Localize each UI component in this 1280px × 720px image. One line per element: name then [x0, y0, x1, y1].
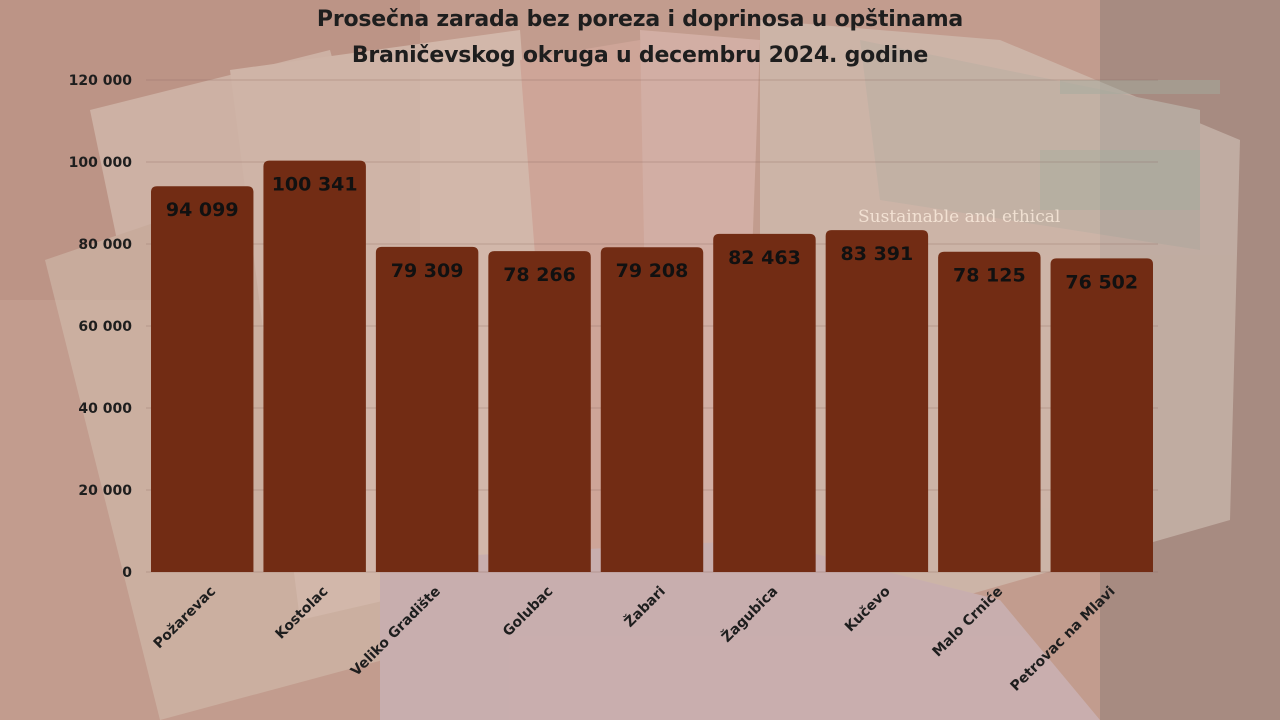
x-axis-category-labels: Požarevac Kostolac Veliko Gradište Golubac Ž… — [151, 583, 1119, 695]
bar-value-label: 83 391 — [841, 243, 914, 265]
x-category-label: Golubac — [500, 584, 556, 640]
bar-3 — [488, 251, 591, 572]
x-category-label: Žabari — [621, 583, 669, 631]
x-category-label: Kučevo — [842, 583, 894, 635]
bar-2 — [375, 246, 479, 572]
bar-1 — [263, 160, 366, 572]
bar-value-label: 78 125 — [953, 265, 1026, 287]
bar-5 — [713, 233, 816, 572]
bar-7 — [938, 251, 1041, 572]
x-category-label: Veliko Gradište — [348, 584, 444, 680]
chart-title-line-2: Braničevskog okruga u decembru 2024. god… — [351, 43, 929, 68]
chart-title-line-1: Prosečna zarada bez poreza i doprinosa u… — [316, 7, 964, 32]
bar-value-label: 82 463 — [728, 247, 801, 269]
y-tick-label: 120 000 — [69, 73, 133, 89]
x-category-label: Kostolac — [273, 584, 332, 643]
bar-0 — [151, 186, 254, 573]
y-tick-label: 20 000 — [78, 483, 132, 499]
bar-6 — [825, 230, 929, 572]
y-tick-label: 100 000 — [69, 155, 133, 171]
bar-value-labels: 94 099 100 341 79 309 78 266 79 208 82 463 83 … — [166, 174, 1138, 294]
y-tick-label: 0 — [122, 565, 132, 581]
bar-value-label: 94 099 — [166, 199, 239, 221]
y-tick-label: 40 000 — [78, 401, 132, 417]
y-tick-label: 60 000 — [78, 319, 132, 335]
bar-value-label: 79 309 — [391, 260, 464, 282]
bar-value-label: 79 208 — [616, 260, 689, 282]
x-category-label: Žagubica — [718, 583, 781, 646]
bars — [151, 160, 1153, 573]
y-axis-tick-labels: 0 20 000 40 000 60 000 80 000 100 000 120 000 — [69, 73, 133, 581]
x-category-label: Požarevac — [151, 584, 219, 652]
bar-8 — [1050, 258, 1153, 572]
bar-value-label: 78 266 — [503, 264, 576, 286]
x-category-label: Malo Crniće — [929, 584, 1006, 661]
bar-value-label: 100 341 — [272, 174, 358, 196]
watermark-text: Sustainable and ethical — [858, 207, 1061, 227]
bar-4 — [600, 247, 704, 572]
x-category-label: Petrovac na Mlavi — [1008, 584, 1119, 695]
chart-title: Prosečna zarada bez poreza i doprinosa u… — [140, 2, 1140, 74]
y-tick-label: 80 000 — [78, 237, 132, 253]
bar-value-label: 76 502 — [1065, 271, 1138, 293]
